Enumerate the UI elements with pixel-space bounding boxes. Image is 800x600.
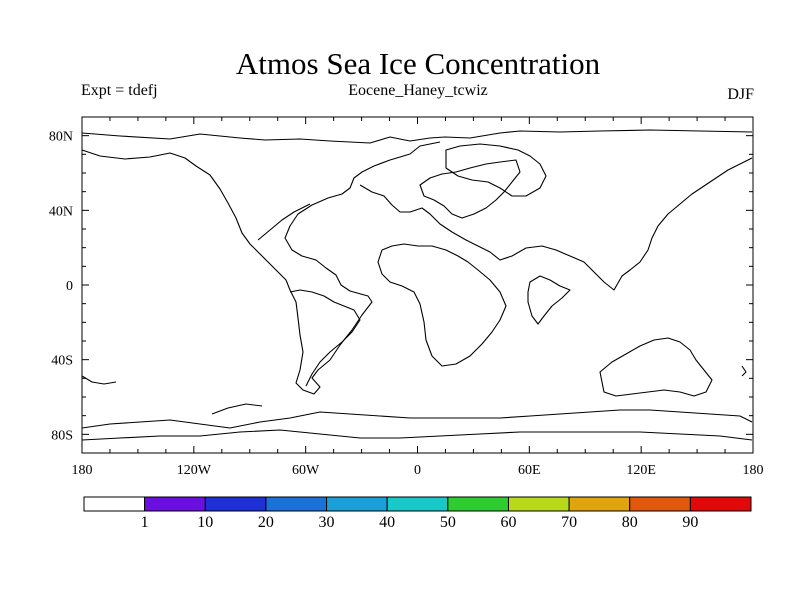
colorbar-label: 20	[258, 514, 274, 531]
lon-tick-label: 120E	[626, 463, 656, 478]
colorbar-box	[265, 496, 328, 512]
colorbar-label: 80	[622, 514, 638, 531]
colorbar-box	[326, 496, 388, 512]
colorbar-box	[386, 496, 449, 512]
south-america-coast	[289, 289, 361, 387]
pacific-island-coast	[741, 365, 747, 377]
colorbar-box	[689, 496, 752, 512]
antarctica-inner-coast	[81, 429, 753, 441]
colorbar-box	[204, 496, 267, 512]
lon-tick-label: 60E	[518, 463, 541, 478]
antarctica-coast	[81, 409, 753, 429]
colorbar	[83, 496, 752, 512]
lon-tick-label: 180	[743, 463, 764, 478]
latitude-tick-labels: 80N 40N 0 40S 80S	[49, 130, 73, 444]
sea-basin-coast	[445, 143, 547, 197]
lat-tick-label: 80S	[51, 428, 73, 443]
north-america-coast	[81, 141, 441, 395]
lat-tick-label: 40N	[49, 204, 73, 219]
lat-tick-label: 0	[66, 279, 73, 294]
colorbar-label: 70	[561, 514, 577, 531]
arctic-coast	[81, 129, 753, 144]
australia-coast	[599, 337, 713, 397]
antarctic-peninsula-coast	[211, 403, 263, 415]
colorbar-label: 60	[500, 514, 516, 531]
colorbar-label: 10	[197, 514, 213, 531]
axis-ticks	[81, 116, 754, 454]
colorbar-box	[83, 496, 146, 512]
lat-tick-label: 40S	[51, 354, 73, 369]
lon-tick-label: 180	[72, 463, 93, 478]
colorbar-label: 50	[440, 514, 456, 531]
season-label: DJF	[727, 86, 754, 103]
colorbar-label: 90	[682, 514, 698, 531]
colorbar-label: 40	[379, 514, 395, 531]
longitude-tick-labels: 180 120W 60W 0 60E 120E 180	[72, 463, 764, 478]
colorbar-labels: 1 10 20 30 40 50 60 70 80 90	[141, 514, 699, 531]
north-america-inner-coast	[257, 203, 311, 241]
lon-tick-label: 120W	[177, 463, 212, 478]
map-frame	[81, 116, 754, 454]
run-name-label: Eocene_Haney_tcwiz	[348, 82, 488, 99]
south-atlantic-island-coast	[81, 375, 117, 385]
indian-island-coast	[527, 275, 571, 325]
lon-tick-label: 0	[414, 463, 421, 478]
lon-tick-label: 60W	[292, 463, 320, 478]
africa-coast	[377, 243, 507, 367]
colorbar-box	[447, 496, 509, 512]
europe-islands-coast	[419, 159, 521, 219]
colorbar-label: 1	[141, 514, 149, 531]
colorbar-box	[568, 496, 631, 512]
colorbar-box	[629, 496, 691, 512]
eurasia-coast	[359, 157, 753, 291]
coastlines	[81, 129, 753, 441]
colorbar-label: 30	[319, 514, 335, 531]
experiment-label: Expt = tdefj	[81, 82, 158, 99]
map-title: Atmos Sea Ice Concentration	[235, 46, 601, 81]
colorbar-box	[144, 496, 206, 512]
colorbar-box	[507, 496, 570, 512]
lat-tick-label: 80N	[49, 130, 73, 145]
